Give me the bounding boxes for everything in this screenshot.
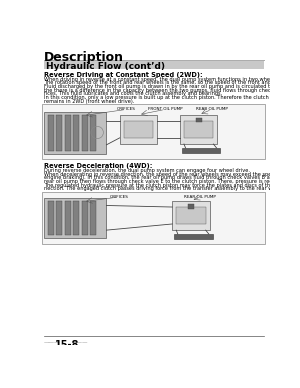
Bar bbox=[42, 104, 266, 159]
Bar bbox=[82, 115, 88, 151]
Bar bbox=[124, 121, 153, 138]
Bar bbox=[44, 61, 264, 69]
Bar bbox=[184, 121, 213, 138]
Text: The rotation speed of the front and rear wheels is the same, so the speed of the: The rotation speed of the front and rear… bbox=[44, 80, 300, 85]
Text: remains in 2WD (front wheel drive).: remains in 2WD (front wheel drive). bbox=[44, 99, 134, 104]
Text: fices. This fluid lubricates and cools the clutch assembly and bearings.: fices. This fluid lubricates and cools t… bbox=[44, 91, 222, 96]
Text: REAR OIL PUMP: REAR OIL PUMP bbox=[184, 195, 216, 199]
Text: When decelerating in reverse direction, the speed of the rear wheels may exceed : When decelerating in reverse direction, … bbox=[44, 171, 300, 177]
Text: Reverse Deceleration (4WD):: Reverse Deceleration (4WD): bbox=[44, 163, 152, 169]
Text: In this condition, only a low pressure is built up at the clutch piston. Therefo: In this condition, only a low pressure i… bbox=[44, 95, 300, 100]
Bar bbox=[73, 115, 80, 151]
Text: Reverse Driving at Constant Speed (2WD):: Reverse Driving at Constant Speed (2WD): bbox=[44, 72, 202, 78]
Bar bbox=[42, 192, 266, 244]
Text: REAR OIL PUMP: REAR OIL PUMP bbox=[196, 107, 228, 111]
Text: nection. The engaged clutch passes driving force from the transfer assembly to t: nection. The engaged clutch passes drivi… bbox=[44, 186, 300, 191]
Bar bbox=[82, 201, 88, 235]
Bar bbox=[196, 118, 202, 123]
Text: The regulated hydraulic pressure at the clutch piston may force the plates and d: The regulated hydraulic pressure at the … bbox=[44, 183, 300, 188]
Text: ORIFICES: ORIFICES bbox=[110, 195, 128, 199]
Text: ORIFICES: ORIFICES bbox=[117, 107, 136, 111]
Bar bbox=[172, 201, 210, 230]
Bar bbox=[64, 201, 71, 235]
Bar bbox=[48, 201, 54, 235]
Bar bbox=[174, 234, 213, 239]
Text: Description: Description bbox=[44, 51, 124, 64]
Bar bbox=[64, 115, 71, 151]
Text: When driving in reverse at a constant speed, the dual pump system functions in t: When driving in reverse at a constant sp… bbox=[44, 76, 300, 81]
Bar bbox=[48, 115, 54, 151]
Text: ———: ——— bbox=[72, 341, 88, 346]
Text: Hydraulic Flow (cont’d): Hydraulic Flow (cont’d) bbox=[46, 62, 165, 71]
Text: ———: ——— bbox=[44, 341, 60, 346]
Bar bbox=[44, 198, 106, 238]
Bar bbox=[73, 201, 80, 235]
Bar bbox=[120, 115, 157, 144]
Bar bbox=[56, 201, 62, 235]
Bar bbox=[90, 115, 96, 151]
Bar bbox=[44, 112, 106, 154]
Bar bbox=[176, 207, 206, 224]
Bar bbox=[188, 204, 194, 209]
Text: 15-8: 15-8 bbox=[55, 340, 79, 350]
Text: the there is a difference in the capacity between the two pumps, fluid flows thr: the there is a difference in the capacit… bbox=[44, 88, 300, 93]
Text: During reverse deceleration, the dual pump system can engage four wheel drive.: During reverse deceleration, the dual pu… bbox=[44, 168, 250, 173]
Bar bbox=[180, 115, 217, 144]
Text: FRONT OIL PUMP: FRONT OIL PUMP bbox=[148, 107, 183, 111]
Bar bbox=[182, 148, 220, 153]
Bar bbox=[56, 115, 62, 151]
Text: rear oil pump then flows through check valve E to the clutch piston. There, pres: rear oil pump then flows through check v… bbox=[44, 179, 300, 184]
Bar bbox=[90, 201, 96, 235]
Text: engine braking). In this condition, the rear oil pump draws fluid through check : engine braking). In this condition, the … bbox=[44, 175, 300, 180]
Text: Fluid discharged by the front oil pump is drawn in by the rear oil pump and is c: Fluid discharged by the front oil pump i… bbox=[44, 84, 300, 89]
